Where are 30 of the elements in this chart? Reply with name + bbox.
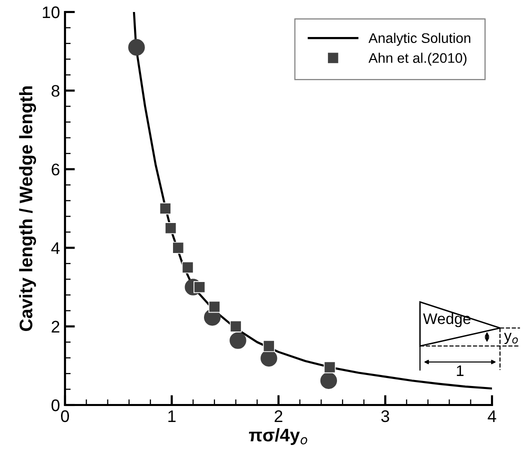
- y-tick-label: 2: [52, 320, 60, 332]
- x-tick-label: 1: [168, 410, 176, 422]
- y-tick-label: 8: [52, 85, 60, 97]
- annotation: 1: [456, 365, 464, 376]
- y-tick-label: 4: [51, 242, 60, 254]
- y-tick-label: 6: [52, 164, 60, 176]
- point: [320, 372, 338, 389]
- point: [194, 281, 206, 294]
- y-tick-label: 10: [42, 6, 60, 18]
- point: [182, 261, 194, 274]
- point: [230, 320, 242, 332]
- x-tick-label: 4: [488, 410, 496, 422]
- annotation: Wedge: [423, 312, 470, 328]
- y-axis-title: Cavity length / Wedge length: [19, 86, 36, 331]
- point: [172, 242, 184, 254]
- point: [262, 340, 275, 352]
- point: [164, 222, 177, 234]
- legend-label: Analytic Solution: [368, 32, 470, 46]
- point: [208, 300, 220, 313]
- point: [159, 202, 172, 214]
- y-tick-label: 0: [52, 399, 60, 412]
- legend-label: Ahn et al.(2010): [368, 52, 466, 66]
- x-tick-label: 3: [381, 410, 390, 422]
- point: [128, 39, 145, 56]
- point: [230, 332, 246, 349]
- x-tick-label: 0: [61, 410, 69, 422]
- text: y$_{o}$: [504, 332, 518, 344]
- point: [324, 361, 336, 374]
- x-tick-label: 2: [274, 410, 282, 422]
- x-axis-title: πσ/4y$_{o}$: [248, 428, 308, 446]
